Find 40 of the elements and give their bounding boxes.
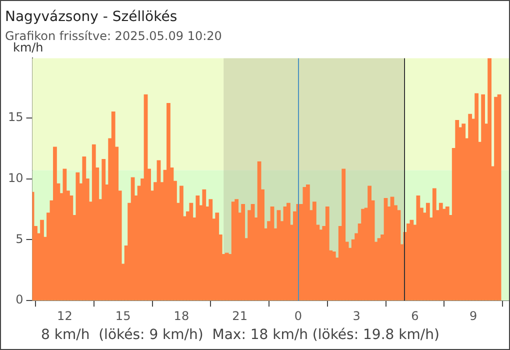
x-tick-label: 18 <box>174 308 190 323</box>
bar <box>455 120 460 300</box>
bar <box>416 196 420 300</box>
bar <box>234 199 239 300</box>
bar <box>53 146 57 300</box>
bar <box>196 196 200 300</box>
x-tick-label: 6 <box>411 308 419 323</box>
bar <box>208 199 213 300</box>
bar <box>474 93 479 300</box>
x-tick-label: 3 <box>352 308 360 323</box>
bar <box>215 212 220 300</box>
bar <box>494 96 498 300</box>
bar <box>82 156 86 300</box>
y-tick-label: 0 <box>16 292 24 307</box>
bar <box>361 208 366 300</box>
bar <box>488 58 492 300</box>
x-tick-label: 0 <box>294 308 302 323</box>
bar <box>302 186 307 300</box>
y-tick-label: 10 <box>8 170 24 185</box>
bar <box>76 172 80 300</box>
bar <box>481 94 486 300</box>
x-tick-label: 9 <box>470 308 478 323</box>
bar <box>62 168 67 300</box>
chart-title: Nagyvázsony - Széllökés <box>5 9 178 26</box>
x-tick-label: 12 <box>57 308 72 323</box>
bar <box>462 124 466 300</box>
bar <box>189 202 194 300</box>
bar <box>497 94 502 300</box>
y-tick-label: 15 <box>8 110 24 124</box>
bar <box>102 158 106 300</box>
x-tick-label: 21 <box>232 308 248 323</box>
y-tick-label: 5 <box>16 232 24 246</box>
bar <box>202 189 206 300</box>
bar <box>406 224 410 300</box>
text: 8 km/h (lökés: 9 km/h) Max: 18 km/h (lökés: 19.8 km/h) <box>41 327 440 343</box>
bar <box>342 168 346 300</box>
bar <box>166 102 170 300</box>
bar <box>468 114 472 300</box>
x-tick-label: 15 <box>115 308 131 323</box>
bar <box>241 204 246 300</box>
